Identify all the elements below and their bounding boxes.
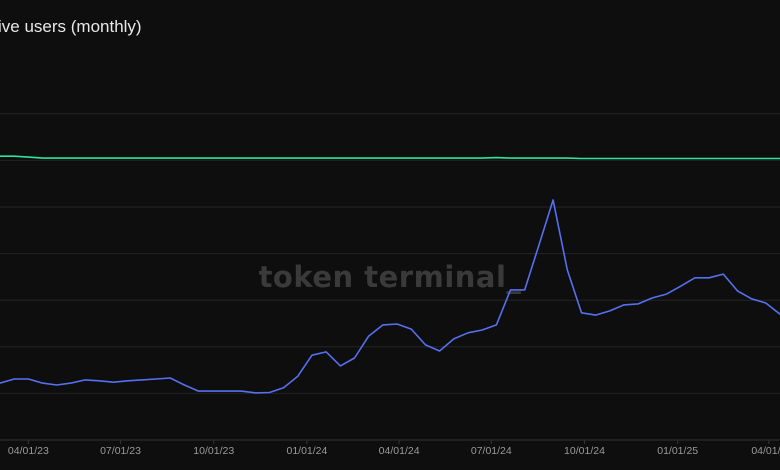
x-tick-label: 04/01/23 xyxy=(8,445,49,457)
x-tick-label: 01/01/24 xyxy=(286,445,327,457)
watermark-logo: token terminal_ xyxy=(259,260,522,294)
x-tick-label: 01/01/25 xyxy=(657,445,698,457)
series-line-2 xyxy=(0,199,780,394)
x-tick-label: 10/01/24 xyxy=(564,445,605,457)
x-tick-label: 04/01/2 xyxy=(751,445,780,457)
x-tick-label: 10/01/23 xyxy=(193,445,234,457)
chart-title: ive users (monthly) xyxy=(0,17,142,36)
x-tick-label: 07/01/23 xyxy=(100,445,141,457)
x-tick-label: 07/01/24 xyxy=(471,445,512,457)
x-tick-label: 04/01/24 xyxy=(379,445,420,457)
series-line-1 xyxy=(0,155,780,160)
